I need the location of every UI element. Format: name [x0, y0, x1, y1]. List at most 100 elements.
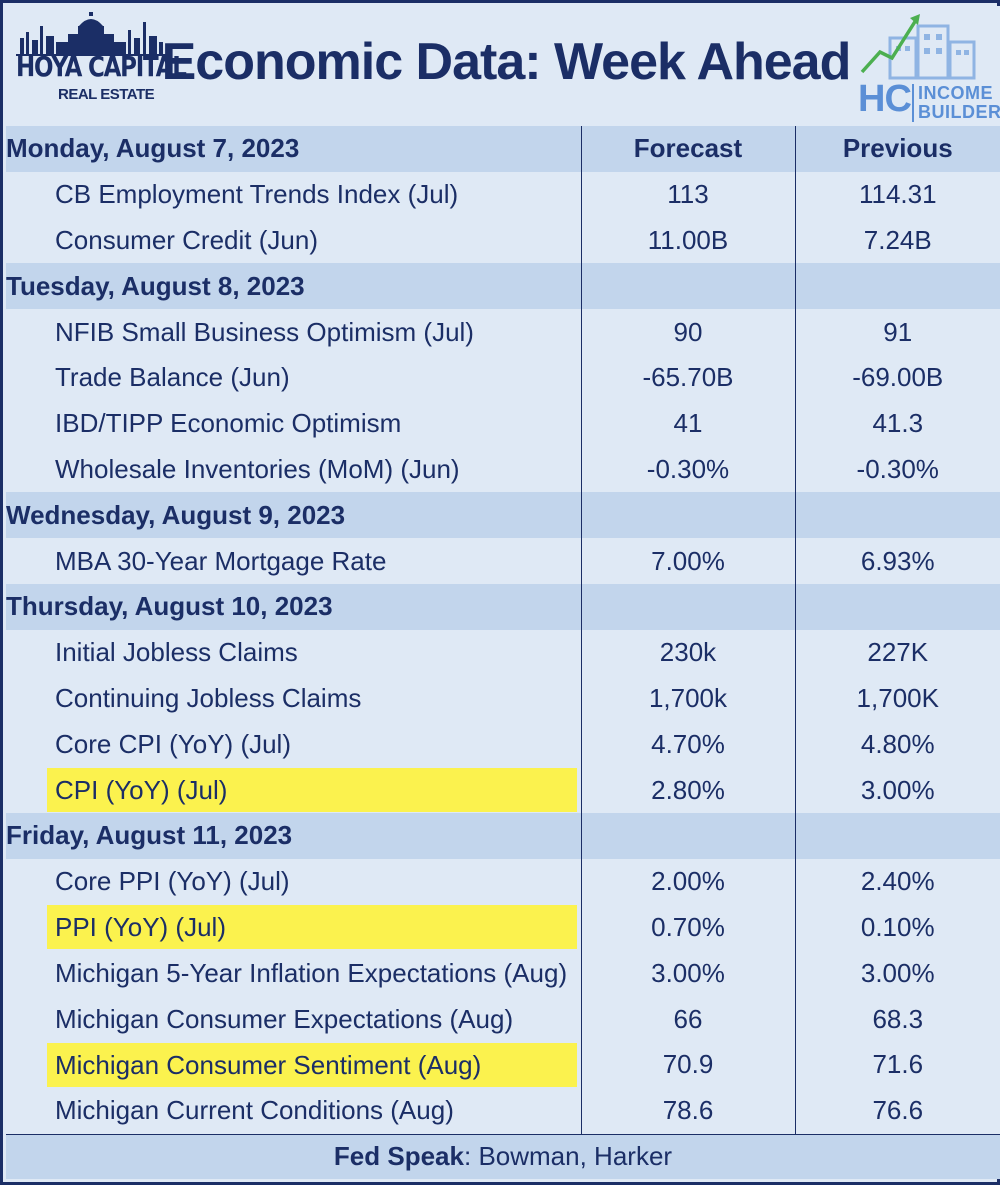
previous-value: 6.93% [795, 538, 1000, 584]
fed-speak-row: Fed Speak: Bowman, Harker [6, 1133, 1000, 1179]
indicator-cell: Continuing Jobless Claims [6, 675, 582, 722]
previous-value: 3.00% [795, 767, 1000, 813]
fed-speak-cell: Fed Speak: Bowman, Harker [6, 1133, 1000, 1179]
indicator-name: Trade Balance (Jun) [55, 362, 290, 393]
indicator-name: Wholesale Inventories (MoM) (Jun) [55, 453, 460, 484]
indicator-row: Michigan Current Conditions (Aug) 78.6 76.… [6, 1087, 1000, 1135]
forecast-value: -65.70B [581, 354, 796, 401]
indicator-name-highlighted: PPI (YoY) (Jul) [47, 905, 577, 950]
indicator-name-highlighted: Michigan Consumer Sentiment (Aug) [47, 1042, 577, 1087]
forecast-value: 2.00% [581, 858, 796, 905]
indicator-cell: IBD/TIPP Economic Optimism [6, 400, 582, 447]
forecast-value: 2.80% [581, 767, 796, 813]
indicator-name: MBA 30-Year Mortgage Rate [55, 545, 387, 576]
previous-value: -0.30% [795, 446, 1000, 493]
day-date: Wednesday, August 9, 2023 [6, 492, 582, 539]
forecast-value: 0.70% [581, 904, 796, 951]
previous-column-header [795, 263, 1000, 310]
day-header-row: Thursday, August 10, 2023 [6, 583, 1000, 630]
forecast-value: 66 [581, 996, 796, 1042]
previous-column-header [795, 812, 1000, 859]
forecast-value: 70.9 [581, 1041, 796, 1088]
forecast-value: 113 [581, 171, 796, 218]
indicator-row: Continuing Jobless Claims 1,700k 1,700K [6, 675, 1000, 722]
forecast-value: 3.00% [581, 950, 796, 997]
indicator-row: Wholesale Inventories (MoM) (Jun) -0.30% -… [6, 446, 1000, 493]
indicator-row: CPI (YoY) (Jul) 2.80% 3.00% [6, 767, 1000, 813]
indicator-row: Michigan Consumer Sentiment (Aug) 70.9 71.… [6, 1041, 1000, 1088]
day-header-row: Monday, August 7, 2023 Forecast Previous [6, 126, 1000, 172]
buildings-growth-icon [860, 14, 976, 80]
indicator-cell: Core CPI (YoY) (Jul) [6, 721, 582, 768]
indicator-cell: CPI (YoY) (Jul) [6, 767, 582, 813]
day-header-row: Wednesday, August 9, 2023 [6, 492, 1000, 539]
indicator-cell: Trade Balance (Jun) [6, 354, 582, 401]
indicator-row: IBD/TIPP Economic Optimism 41 41.3 [6, 400, 1000, 447]
indicator-cell: Wholesale Inventories (MoM) (Jun) [6, 446, 582, 493]
indicator-cell: Michigan 5-Year Inflation Expectations (… [6, 950, 582, 997]
income-builder-logo: HC INCOME BUILDER [854, 12, 1000, 124]
day-header-row: Friday, August 11, 2023 [6, 812, 1000, 859]
indicator-row: Core CPI (YoY) (Jul) 4.70% 4.80% [6, 721, 1000, 768]
page-title: Economic Data: Week Ahead [161, 33, 852, 91]
indicator-name: Continuing Jobless Claims [55, 682, 362, 713]
indicator-cell: Consumer Credit (Jun) [6, 217, 582, 264]
indicator-row: Consumer Credit (Jun) 11.00B 7.24B [6, 217, 1000, 264]
indicator-cell: Michigan Consumer Sentiment (Aug) [6, 1041, 582, 1088]
forecast-column-header [581, 812, 796, 859]
forecast-value: 11.00B [581, 217, 796, 264]
forecast-value: 4.70% [581, 721, 796, 768]
previous-value: 2.40% [795, 858, 1000, 905]
previous-value: 7.24B [795, 217, 1000, 264]
fed-speak-separator: : [463, 1141, 472, 1172]
economic-calendar-table: Monday, August 7, 2023 Forecast Previous CB… [6, 126, 1000, 1179]
forecast-value: 7.00% [581, 538, 796, 584]
previous-value: 3.00% [795, 950, 1000, 997]
indicator-name: Michigan Consumer Expectations (Aug) [55, 1003, 514, 1034]
indicator-name: Michigan Current Conditions (Aug) [55, 1095, 454, 1126]
header: HOYA CAPITAL REAL ESTATE Economic Data: … [6, 6, 1000, 126]
forecast-column-header [581, 492, 796, 539]
previous-value: -69.00B [795, 354, 1000, 401]
previous-value: 76.6 [795, 1087, 1000, 1135]
indicator-name: IBD/TIPP Economic Optimism [55, 408, 402, 439]
indicator-name: CB Employment Trends Index (Jul) [55, 179, 459, 210]
previous-value: 41.3 [795, 400, 1000, 447]
indicator-row: Michigan Consumer Expectations (Aug) 66 68… [6, 996, 1000, 1042]
indicator-name: Consumer Credit (Jun) [55, 224, 318, 255]
indicator-row: Initial Jobless Claims 230k 227K [6, 629, 1000, 676]
income-builder-text: INCOME BUILDER [918, 83, 1000, 122]
previous-column-header: Previous [795, 126, 1000, 172]
fed-speak-label: Fed Speak [333, 1141, 464, 1172]
indicator-cell: Michigan Consumer Expectations (Aug) [6, 996, 582, 1042]
forecast-value: 78.6 [581, 1087, 796, 1135]
indicator-cell: PPI (YoY) (Jul) [6, 904, 582, 951]
indicator-name-highlighted: CPI (YoY) (Jul) [47, 768, 577, 813]
forecast-column-header [581, 263, 796, 310]
previous-value: 1,700K [795, 675, 1000, 722]
previous-value: 71.6 [795, 1041, 1000, 1088]
fed-speak-names: Bowman, Harker [471, 1141, 673, 1172]
indicator-name: Core CPI (YoY) (Jul) [55, 728, 291, 759]
previous-value: 68.3 [795, 996, 1000, 1042]
indicator-cell: Initial Jobless Claims [6, 629, 582, 676]
indicator-name: Initial Jobless Claims [55, 637, 298, 668]
indicator-name: Core PPI (YoY) (Jul) [55, 866, 290, 897]
builder-text: BUILDER [918, 102, 1000, 122]
indicator-row: Michigan 5-Year Inflation Expectations (… [6, 950, 1000, 997]
forecast-column-header [581, 583, 796, 630]
forecast-value: 230k [581, 629, 796, 676]
previous-value: 91 [795, 309, 1000, 355]
forecast-value: 41 [581, 400, 796, 447]
income-text: INCOME [918, 83, 993, 103]
previous-value: 0.10% [795, 904, 1000, 951]
day-header-row: Tuesday, August 8, 2023 [6, 263, 1000, 310]
forecast-column-header: Forecast [581, 126, 796, 172]
hoya-capital-logo: HOYA CAPITAL REAL ESTATE [16, 12, 187, 122]
calendar-rows: Monday, August 7, 2023 Forecast Previous CB… [6, 126, 1000, 1135]
indicator-cell: Core PPI (YoY) (Jul) [6, 858, 582, 905]
indicator-cell: NFIB Small Business Optimism (Jul) [6, 309, 582, 355]
indicator-cell: Michigan Current Conditions (Aug) [6, 1087, 582, 1135]
hoya-capital-subtitle: REAL ESTATE [58, 86, 155, 103]
